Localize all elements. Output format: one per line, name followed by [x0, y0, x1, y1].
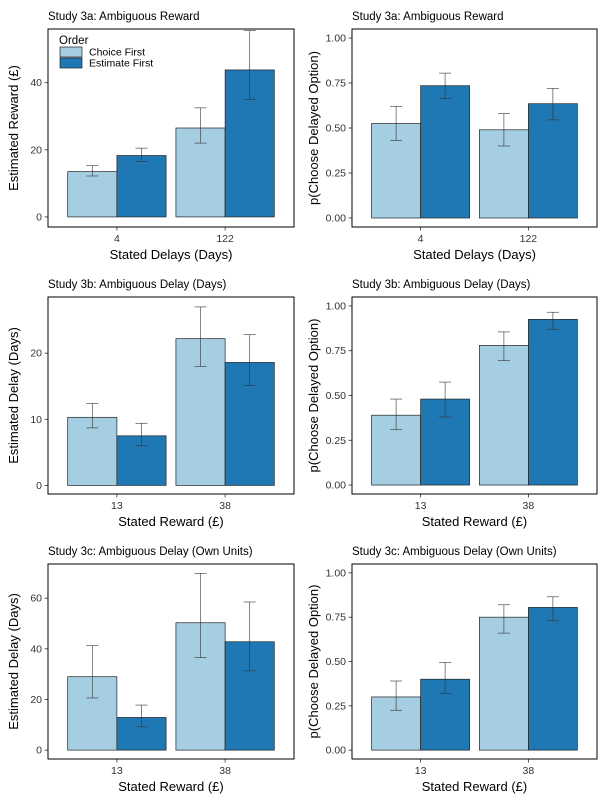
legend-label: Choice First [89, 47, 145, 59]
y-axis-title: Estimated Delay (Days) [6, 327, 21, 464]
panel-border [47, 563, 295, 760]
y-tick-label: 1.00 [326, 567, 347, 579]
y-tick-label: 40 [30, 643, 42, 655]
y-axis-title: Estimated Delay (Days) [6, 593, 21, 730]
y-tick-label: 40 [30, 77, 42, 89]
legend-label: Estimate First [89, 58, 153, 70]
legend-title: Order [59, 35, 89, 47]
y-axis-title: p(Choose Delayed Option) [306, 319, 321, 473]
chart-panel-5: Study 3c: Ambiguous Delay (Own Units) 13 3… [6, 546, 295, 794]
y-tick-label: 0.75 [326, 78, 347, 90]
x-tick-label: 13 [415, 765, 427, 777]
bar-choice-first-13 [67, 416, 118, 486]
y-axis-title: p(Choose Delayed Option) [306, 585, 321, 739]
legend-swatch-choice-first [59, 46, 83, 58]
panel-border [351, 296, 598, 495]
chart-panel-2: Study 3a: Ambiguous Reward 4 122 0.00 0.25 0.… [306, 11, 598, 262]
y-tick-label: 0.50 [326, 390, 347, 402]
bar-choice-first-38 [479, 616, 529, 751]
x-axis-title: Stated Reward (£) [422, 779, 528, 794]
x-tick-label: 13 [111, 500, 123, 512]
y-tick-label: 0.25 [326, 168, 347, 180]
y-tick-label: 0.00 [326, 480, 347, 492]
x-axis-title: Stated Reward (£) [422, 514, 528, 529]
x-tick-label: 38 [219, 765, 231, 777]
x-tick-label: 4 [114, 233, 120, 245]
x-axis-title: Stated Reward (£) [118, 514, 224, 529]
y-tick-label: 0 [36, 480, 42, 492]
chart-title: Study 3a: Ambiguous Reward [48, 11, 200, 23]
x-axis-title: Stated Delays (Days) [110, 247, 233, 262]
chart-title: Study 3b: Ambiguous Delay (Days) [48, 279, 227, 291]
y-tick-label: 0 [36, 745, 42, 757]
bar-estimate-first-4 [420, 85, 470, 219]
chart-panel-1: Study 3a: Ambiguous Reward 4 122 0 20 40 State… [6, 11, 295, 262]
bar-estimate-first-38 [528, 319, 578, 486]
x-tick-label: 38 [523, 765, 535, 777]
x-axis-title: Stated Reward (£) [118, 779, 224, 794]
x-tick-label: 122 [216, 233, 234, 245]
x-tick-label: 122 [520, 233, 538, 245]
y-tick-label: 0.00 [326, 213, 347, 225]
bar-estimate-first-122 [528, 103, 578, 219]
y-tick-label: 0.50 [326, 656, 347, 668]
chart-panel-3: Study 3b: Ambiguous Delay (Days) 13 38 0 10 2… [6, 279, 295, 529]
y-tick-label: 0 [36, 211, 42, 223]
y-tick-label: 60 [30, 593, 42, 605]
bar-estimate-first-4 [116, 155, 167, 218]
chart-panel-6: Study 3c: Ambiguous Delay (Own Units) 13 3… [306, 546, 598, 794]
legend-swatch-estimate-first [59, 57, 83, 69]
y-tick-label: 20 [30, 694, 42, 706]
bar-estimate-first-38 [528, 607, 578, 751]
y-tick-label: 0.25 [326, 435, 347, 447]
panel-border [351, 563, 598, 760]
panel-border [47, 28, 295, 228]
panel-border [47, 296, 295, 495]
chart-title: Study 3b: Ambiguous Delay (Days) [352, 279, 531, 291]
chart-panel-4: Study 3b: Ambiguous Delay (Days) 13 38 0.00… [306, 279, 598, 529]
y-tick-label: 20 [30, 348, 42, 360]
y-tick-label: 1.00 [326, 33, 347, 45]
y-tick-label: 0.00 [326, 745, 347, 757]
y-axis-title: p(Choose Delayed Option) [306, 51, 321, 205]
chart-title: Study 3c: Ambiguous Delay (Own Units) [48, 546, 253, 558]
chart-title: Study 3c: Ambiguous Delay (Own Units) [352, 546, 557, 558]
y-tick-label: 0.25 [326, 700, 347, 712]
y-tick-label: 0.75 [326, 345, 347, 357]
x-tick-label: 4 [418, 233, 424, 245]
y-tick-label: 1.00 [326, 300, 347, 312]
y-axis-title: Estimated Reward (£) [6, 65, 21, 191]
x-tick-label: 38 [523, 500, 535, 512]
x-tick-label: 38 [219, 500, 231, 512]
x-tick-label: 13 [415, 500, 427, 512]
chart-title: Study 3a: Ambiguous Reward [352, 11, 504, 23]
bar-choice-first-38 [479, 345, 529, 486]
y-tick-label: 20 [30, 144, 42, 156]
bar-choice-first-4 [67, 171, 118, 218]
y-tick-label: 10 [30, 414, 42, 426]
x-tick-label: 13 [111, 765, 123, 777]
y-tick-label: 0.50 [326, 123, 347, 135]
panel-border [351, 28, 598, 228]
x-axis-title: Stated Delays (Days) [413, 247, 536, 262]
y-tick-label: 0.75 [326, 612, 347, 624]
